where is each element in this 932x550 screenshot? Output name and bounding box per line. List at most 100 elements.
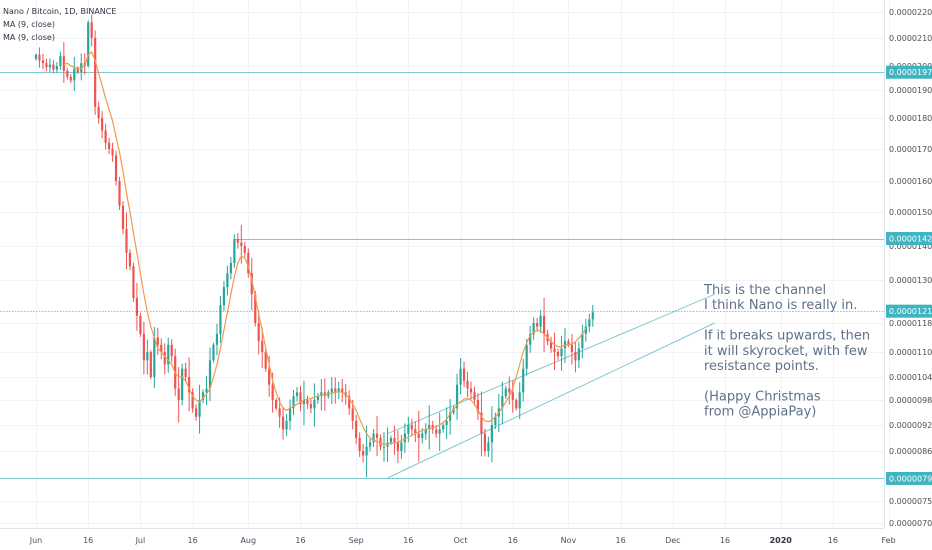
candle-body-143[interactable] [532,323,535,334]
candle-body-2[interactable] [41,60,45,64]
candle-body-81[interactable] [316,396,319,400]
candle-body-3[interactable] [45,63,48,68]
candle-body-80[interactable] [313,400,316,409]
candle-body-6[interactable] [55,66,58,70]
candle-body-54[interactable] [222,287,226,306]
candle-body-65[interactable] [261,341,264,352]
candle-body-91[interactable] [351,408,354,421]
candle-body-76[interactable] [299,392,302,405]
candle-body-96[interactable] [368,442,372,447]
candle-body-124[interactable] [466,380,469,389]
candle-body-140[interactable] [522,368,525,393]
candle-body-121[interactable] [455,384,459,409]
candle-body-24[interactable] [118,181,121,206]
candle-body-69[interactable] [275,400,278,409]
candle-body-155[interactable] [574,352,577,361]
candle-body-23[interactable] [114,155,118,181]
candle-body-48[interactable] [201,392,205,400]
candle-body-4[interactable] [48,64,52,68]
candle-body-131[interactable] [490,425,493,443]
candle-body-141[interactable] [525,344,528,369]
candle-body-132[interactable] [494,416,497,425]
candle-body-135[interactable] [504,388,507,397]
candle-body-46[interactable] [194,408,198,417]
candle-body-82[interactable] [320,392,323,397]
candle-body-93[interactable] [358,438,361,451]
candle-body-11[interactable] [73,68,76,81]
candle-body-5[interactable] [52,64,55,70]
candle-body-33[interactable] [149,352,152,377]
candle-body-160[interactable] [591,312,594,320]
candle-body-150[interactable] [556,352,560,357]
candle-body-34[interactable] [153,337,156,378]
candle-body-31[interactable] [142,333,145,361]
candle-body-137[interactable] [511,392,514,400]
candle-body-148[interactable] [549,341,553,349]
candle-body-77[interactable] [302,400,306,405]
candle-body-156[interactable] [577,348,580,361]
candle-body-52[interactable] [215,333,219,345]
candle-body-0[interactable] [34,54,38,59]
candle-body-109[interactable] [414,429,417,434]
candle-body-118[interactable] [445,420,448,425]
candle-body-57[interactable] [233,239,236,263]
candle-body-94[interactable] [362,451,365,456]
candle-body-152[interactable] [563,341,567,349]
candle-body-53[interactable] [219,305,222,334]
candle-body-66[interactable] [264,352,267,369]
candle-body-100[interactable] [382,446,386,448]
candle-body-113[interactable] [428,425,431,430]
candle-body-117[interactable] [442,425,445,430]
candle-body-67[interactable] [268,368,271,385]
candle-body-92[interactable] [355,420,358,438]
candle-body-27[interactable] [128,252,132,267]
candle-body-149[interactable] [553,348,556,352]
candle-body-125[interactable] [469,388,473,393]
candle-body-116[interactable] [438,429,441,434]
candle-body-105[interactable] [400,442,403,451]
candle-body-59[interactable] [240,242,243,246]
candle-body-58[interactable] [236,239,239,243]
candle-body-7[interactable] [59,56,62,66]
ma-line[interactable] [63,51,587,445]
candle-body-42[interactable] [181,368,184,400]
candle-body-9[interactable] [66,70,69,77]
candle-body-20[interactable] [104,130,107,143]
channel-line-1[interactable] [387,293,715,435]
candle-body-16[interactable] [90,22,93,38]
candle-body-110[interactable] [417,433,420,438]
candle-body-153[interactable] [567,341,570,345]
candle-body-17[interactable] [94,38,97,107]
legend-ma-2[interactable]: MA (9, close) [3,33,55,42]
candle-body-112[interactable] [424,429,427,434]
candle-body-10[interactable] [69,76,72,81]
candle-body-146[interactable] [542,315,546,334]
candle-body-43[interactable] [184,368,187,377]
candle-body-25[interactable] [121,205,125,229]
candle-body-108[interactable] [410,425,413,430]
candle-body-159[interactable] [588,319,591,327]
channel-line-0[interactable] [387,322,715,479]
candle-body-28[interactable] [132,266,135,298]
candle-body-72[interactable] [285,420,288,430]
candle-body-102[interactable] [389,438,393,443]
candle-body-51[interactable] [212,344,215,361]
candle-body-151[interactable] [560,348,563,357]
candle-body-85[interactable] [330,388,333,393]
candle-body-106[interactable] [403,433,406,443]
candle-body-50[interactable] [208,360,212,389]
candle-body-41[interactable] [177,388,180,401]
candle-body-136[interactable] [508,388,511,393]
candle-body-145[interactable] [539,315,542,327]
candle-body-104[interactable] [396,442,400,451]
candle-body-45[interactable] [191,392,194,409]
candle-body-107[interactable] [407,425,410,434]
candle-body-111[interactable] [421,433,424,438]
candle-body-62[interactable] [250,273,253,295]
candle-body-123[interactable] [462,368,466,381]
legend-ma-1[interactable]: MA (9, close) [3,20,55,29]
candle-body-90[interactable] [348,396,351,409]
candle-body-30[interactable] [139,315,142,334]
candle-body-154[interactable] [570,344,574,352]
